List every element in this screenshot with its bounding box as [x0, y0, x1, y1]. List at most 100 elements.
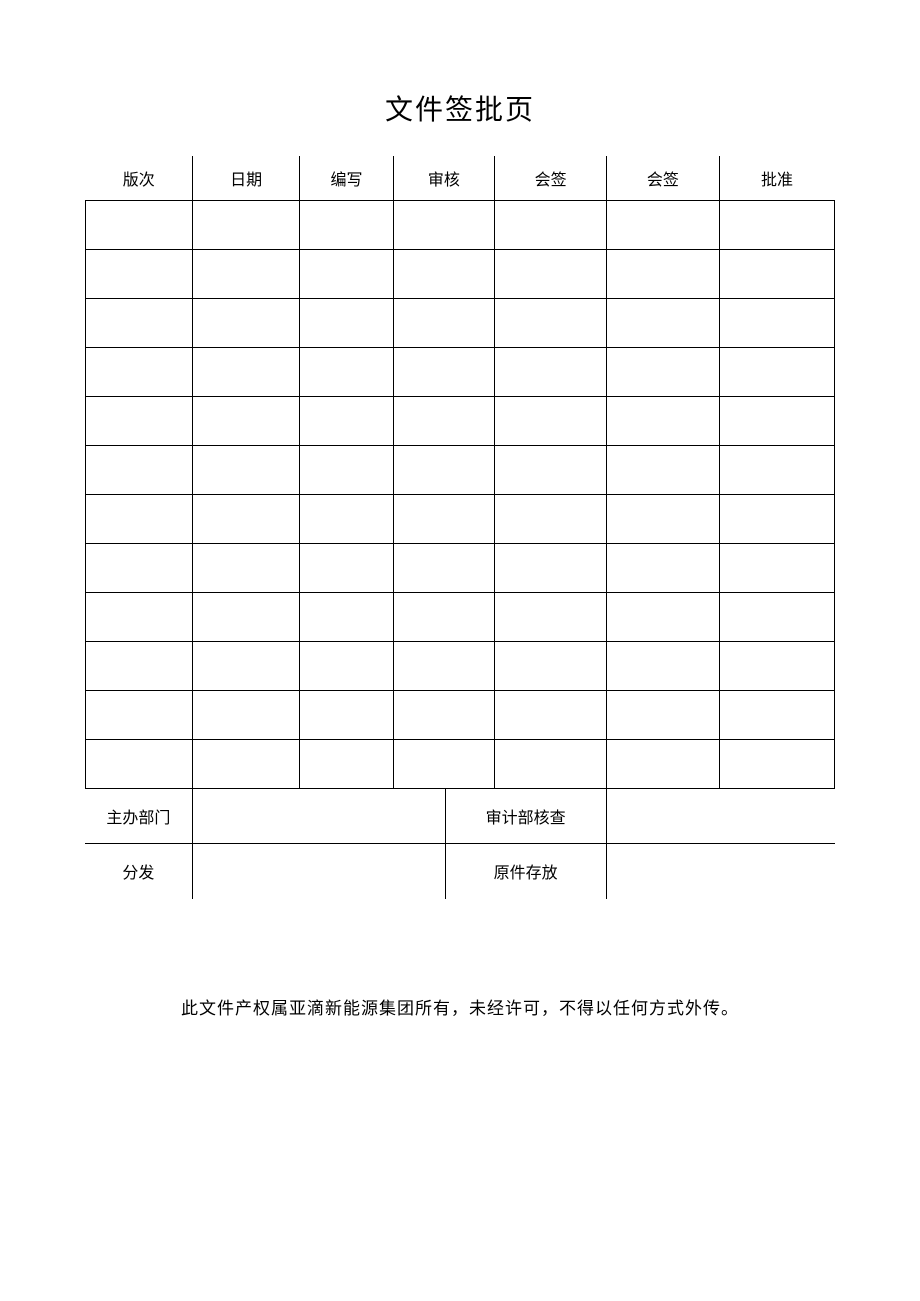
cell [393, 445, 494, 494]
approval-table: 版次 日期 编写 审核 会签 会签 批准 [85, 156, 835, 789]
footer-value-dist [192, 844, 445, 899]
header-author: 编写 [300, 156, 394, 200]
cell [300, 249, 394, 298]
cell [193, 396, 300, 445]
cell [719, 543, 834, 592]
cell [719, 690, 834, 739]
cell [494, 739, 606, 788]
cell [193, 249, 300, 298]
cell [719, 396, 834, 445]
cell [193, 494, 300, 543]
cell [719, 641, 834, 690]
cell [607, 396, 719, 445]
cell [86, 347, 193, 396]
cell [300, 543, 394, 592]
cell [607, 494, 719, 543]
cell [193, 592, 300, 641]
cell [193, 298, 300, 347]
cell [494, 690, 606, 739]
cell [193, 543, 300, 592]
header-version: 版次 [86, 156, 193, 200]
cell [393, 249, 494, 298]
cell [300, 641, 394, 690]
cell [193, 445, 300, 494]
cell [86, 592, 193, 641]
cell [86, 249, 193, 298]
cell [494, 298, 606, 347]
cell [607, 200, 719, 249]
cell [86, 298, 193, 347]
cell [300, 690, 394, 739]
table-row [86, 298, 835, 347]
cell [607, 445, 719, 494]
cell [86, 494, 193, 543]
cell [494, 445, 606, 494]
cell [300, 494, 394, 543]
copyright-notice: 此文件产权属亚滴新能源集团所有，未经许可，不得以任何方式外传。 [0, 994, 920, 1019]
cell [300, 298, 394, 347]
cell [719, 445, 834, 494]
table-row [86, 739, 835, 788]
cell [494, 200, 606, 249]
cell [300, 200, 394, 249]
table-row [86, 641, 835, 690]
cell [494, 249, 606, 298]
cell [719, 739, 834, 788]
cell [393, 347, 494, 396]
footer-label-dept: 主办部门 [85, 789, 192, 844]
cell [607, 690, 719, 739]
cell [607, 739, 719, 788]
cell [607, 298, 719, 347]
cell [719, 298, 834, 347]
cell [607, 347, 719, 396]
footer-value-dept [192, 789, 445, 844]
cell [607, 592, 719, 641]
cell [393, 641, 494, 690]
cell [193, 739, 300, 788]
cell [719, 249, 834, 298]
cell [86, 200, 193, 249]
table-header-row: 版次 日期 编写 审核 会签 会签 批准 [86, 156, 835, 200]
cell [393, 592, 494, 641]
cell [86, 641, 193, 690]
cell [393, 298, 494, 347]
cell [494, 543, 606, 592]
cell [86, 543, 193, 592]
table-row [86, 200, 835, 249]
cell [300, 347, 394, 396]
cell [719, 494, 834, 543]
table-row [86, 445, 835, 494]
footer-label-audit: 审计部核查 [445, 789, 606, 844]
cell [494, 494, 606, 543]
header-review: 审核 [393, 156, 494, 200]
header-cosign1: 会签 [494, 156, 606, 200]
table-row [86, 592, 835, 641]
footer-row-1: 主办部门 审计部核查 [85, 789, 835, 844]
cell [719, 200, 834, 249]
header-cosign2: 会签 [607, 156, 719, 200]
cell [607, 543, 719, 592]
cell [300, 739, 394, 788]
cell [494, 396, 606, 445]
footer-value-orig [606, 844, 835, 899]
approval-table-container: 版次 日期 编写 审核 会签 会签 批准 [85, 156, 835, 899]
cell [193, 200, 300, 249]
cell [393, 690, 494, 739]
cell [193, 690, 300, 739]
cell [494, 592, 606, 641]
footer-label-orig: 原件存放 [445, 844, 606, 899]
table-row [86, 690, 835, 739]
cell [300, 592, 394, 641]
cell [300, 396, 394, 445]
cell [393, 739, 494, 788]
cell [86, 445, 193, 494]
cell [86, 396, 193, 445]
cell [193, 641, 300, 690]
table-row [86, 543, 835, 592]
cell [719, 347, 834, 396]
cell [393, 494, 494, 543]
table-row [86, 347, 835, 396]
cell [86, 739, 193, 788]
cell [494, 641, 606, 690]
cell [719, 592, 834, 641]
